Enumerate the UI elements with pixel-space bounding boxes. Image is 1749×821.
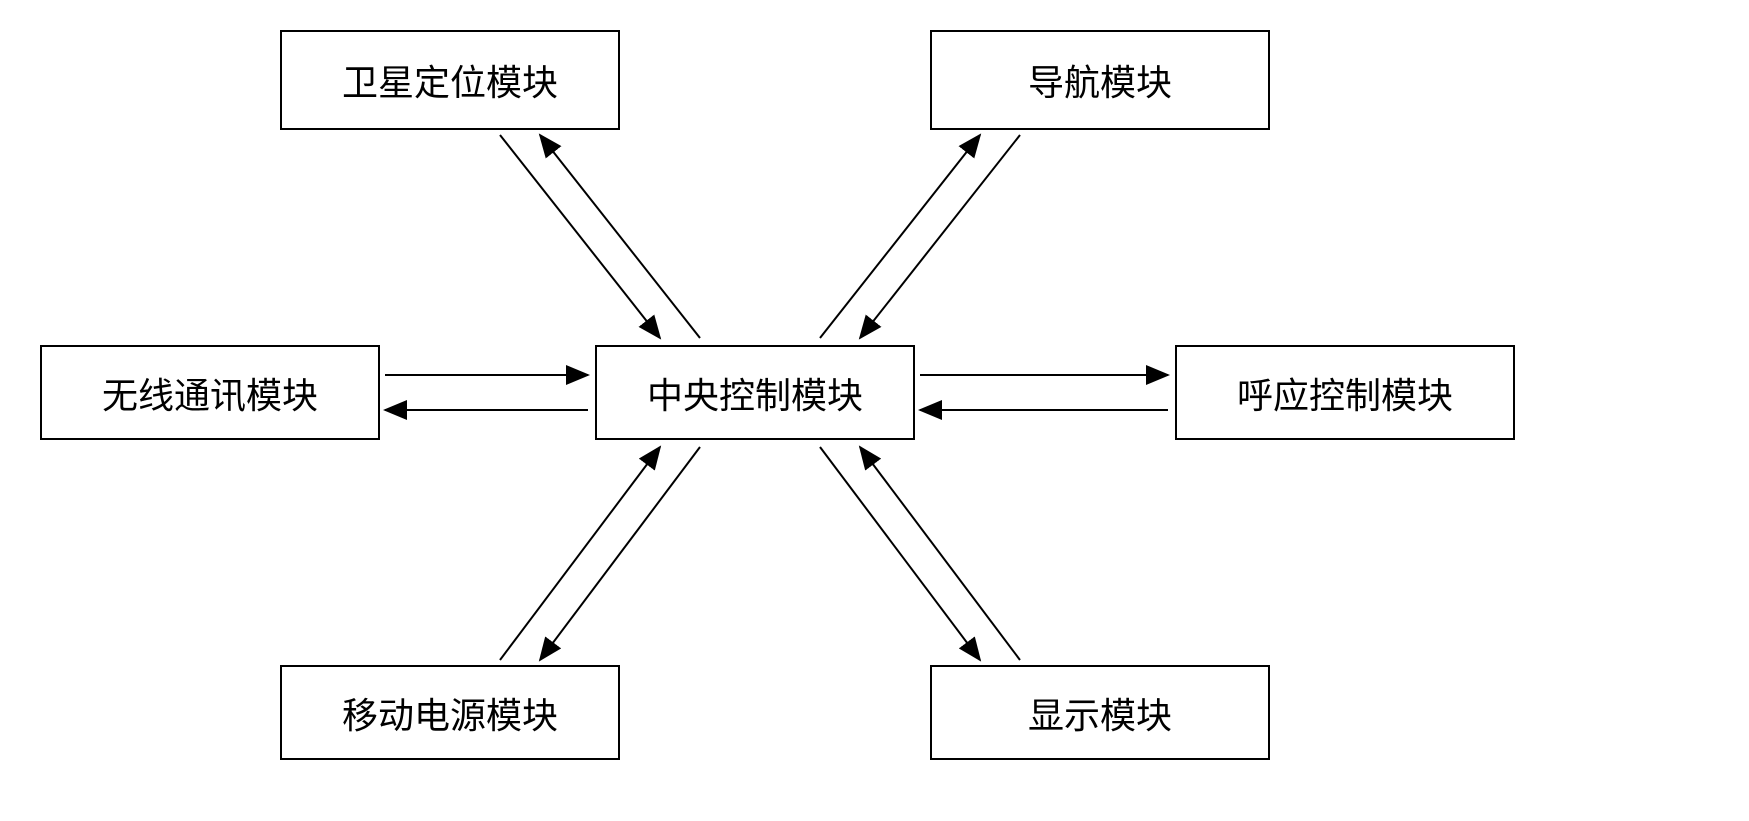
node-left: 无线通讯模块 xyxy=(40,345,380,440)
node-bottom-right: 显示模块 xyxy=(930,665,1270,760)
node-top-left: 卫星定位模块 xyxy=(280,30,620,130)
node-right: 呼应控制模块 xyxy=(1175,345,1515,440)
node-bottom-left-label: 移动电源模块 xyxy=(342,687,558,739)
node-bottom-right-label: 显示模块 xyxy=(1028,687,1172,739)
node-right-label: 呼应控制模块 xyxy=(1237,367,1453,419)
node-bottom-left: 移动电源模块 xyxy=(280,665,620,760)
node-center: 中央控制模块 xyxy=(595,345,915,440)
node-top-right: 导航模块 xyxy=(930,30,1270,130)
node-top-right-label: 导航模块 xyxy=(1028,54,1172,106)
node-center-label: 中央控制模块 xyxy=(647,367,863,419)
node-left-label: 无线通讯模块 xyxy=(102,367,318,419)
node-top-left-label: 卫星定位模块 xyxy=(342,54,558,106)
